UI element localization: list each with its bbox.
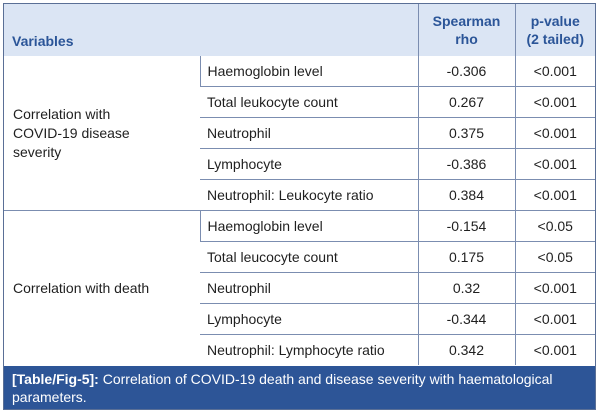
group-label-line: Correlation with (13, 105, 111, 122)
rho-cell: 0.175 (417, 241, 515, 273)
table-row: Lymphocyte -0.386 <0.001 (4, 148, 595, 180)
p-value-cell: <0.001 (514, 272, 595, 304)
header-rho-line2: rho (455, 31, 478, 47)
table-row: Correlation with COVID-19 disease severi… (4, 56, 595, 160)
table-row: Neutrophil 0.32 <0.001 (4, 272, 595, 304)
rho-cell: 0.384 (417, 179, 515, 211)
p-value-cell: <0.001 (514, 303, 595, 335)
group-label-line: COVID-19 disease (13, 124, 130, 141)
header-p-value: p-value (2 tailed) (514, 4, 595, 56)
rho-cell: 0.342 (417, 334, 515, 365)
p-value-cell: <0.05 (514, 210, 595, 242)
rho-cell: -0.386 (417, 148, 515, 180)
p-value-cell: <0.001 (514, 56, 595, 87)
table-header-row: Variables Spearman rho p-value (2 tailed… (4, 4, 595, 56)
parameter-cell: Total leucocyte count (200, 241, 418, 273)
header-empty (200, 4, 418, 56)
parameter-cell: Lymphocyte (200, 303, 418, 335)
rho-cell: -0.306 (417, 56, 515, 87)
header-p-line1: p-value (530, 13, 580, 29)
rho-cell: 0.267 (417, 86, 515, 118)
p-value-cell: <0.001 (514, 148, 595, 180)
header-spearman-rho: Spearman rho (417, 4, 515, 56)
table-row: Total leukocyte count 0.267 <0.001 (4, 86, 595, 118)
table-row: Neutrophil: Lymphocyte ratio 0.342 <0.00… (4, 334, 595, 365)
parameter-cell: Neutrophil (200, 117, 418, 149)
rho-cell: 0.375 (417, 117, 515, 149)
table-row: Lymphocyte -0.344 <0.001 (4, 303, 595, 335)
table-figure: Variables Spearman rho p-value (2 tailed… (3, 3, 596, 410)
parameter-cell: Haemoglobin level (199, 210, 418, 242)
caption-label: [Table/Fig-5]: (12, 371, 99, 387)
table-row: Total leucocyte count 0.175 <0.05 (4, 241, 595, 273)
rho-cell: -0.344 (417, 303, 515, 335)
group-label-death: Correlation with death (4, 210, 200, 365)
group-label-line: Correlation with death (13, 279, 150, 296)
header-rho-line1: Spearman (432, 13, 501, 29)
parameter-cell: Lymphocyte (200, 148, 418, 180)
rho-cell: 0.32 (417, 272, 515, 304)
rho-cell: -0.154 (417, 210, 515, 242)
table-row: Neutrophil: Leukocyte ratio 0.384 <0.001 (4, 179, 595, 211)
p-value-cell: <0.05 (514, 241, 595, 273)
group-label-line: severity (13, 143, 62, 160)
table-row: Neutrophil 0.375 <0.001 (4, 117, 595, 149)
correlation-table: Variables Spearman rho p-value (2 tailed… (4, 4, 595, 365)
header-p-line2: (2 tailed) (526, 31, 585, 47)
table-caption: [Table/Fig-5]: Correlation of COVID-19 d… (4, 366, 595, 409)
group-label-severity: Correlation with COVID-19 disease severi… (4, 56, 200, 211)
parameter-cell: Total leukocyte count (200, 86, 418, 118)
p-value-cell: <0.001 (514, 179, 595, 211)
parameter-cell: Neutrophil: Lymphocyte ratio (200, 334, 418, 365)
parameter-cell: Neutrophil (200, 272, 418, 304)
caption-text: Correlation of COVID-19 death and diseas… (12, 371, 553, 405)
p-value-cell: <0.001 (514, 334, 595, 365)
header-variables: Variables (12, 33, 74, 49)
p-value-cell: <0.001 (514, 86, 595, 118)
parameter-cell: Haemoglobin level (199, 56, 418, 87)
parameter-cell: Neutrophil: Leukocyte ratio (200, 179, 418, 211)
table-row: Correlation with death Haemoglobin level… (4, 210, 595, 365)
p-value-cell: <0.001 (514, 117, 595, 149)
